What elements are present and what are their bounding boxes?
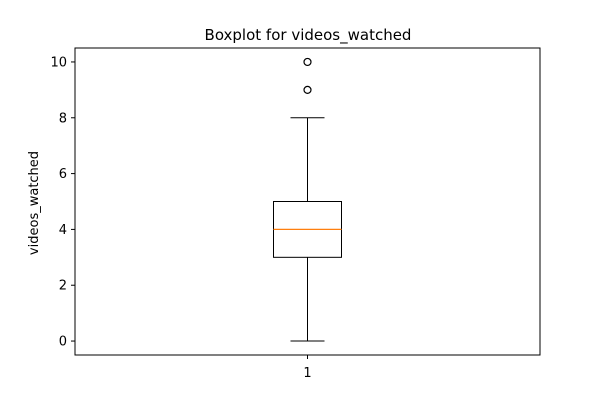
y-tick-label: 4 <box>59 223 67 238</box>
y-tick-label: 8 <box>59 111 67 126</box>
y-axis-label: videos_watched <box>27 151 42 255</box>
y-tick-label: 2 <box>59 279 67 294</box>
chart-title: Boxplot for videos_watched <box>205 26 412 45</box>
outlier-point <box>303 57 312 67</box>
x-tick-label: 1 <box>303 366 311 381</box>
plot-area: 0 2 4 6 8 10 1 <box>50 47 541 381</box>
outlier-point <box>303 85 312 94</box>
y-tick-label: 10 <box>50 55 67 70</box>
y-tick-label: 6 <box>59 167 67 182</box>
y-tick-label: 0 <box>59 335 67 350</box>
